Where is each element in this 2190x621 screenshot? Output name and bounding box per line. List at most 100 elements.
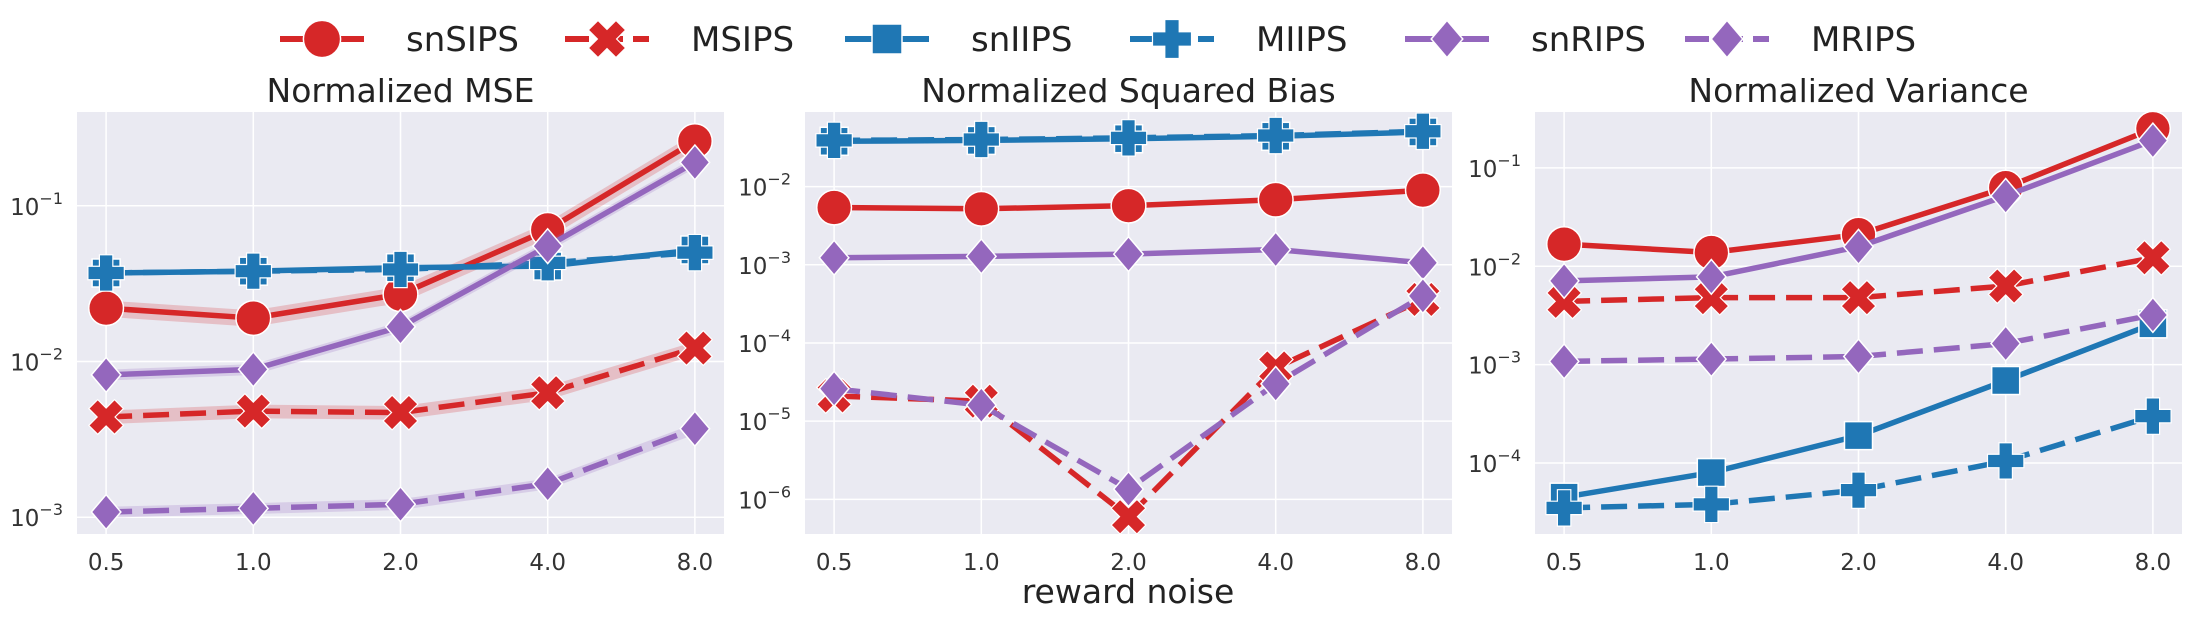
panel-title: Normalized Variance	[1688, 78, 2028, 110]
data-point	[529, 374, 566, 411]
data-point	[235, 299, 272, 337]
series-msips	[1545, 239, 2172, 320]
series-line	[1564, 312, 2154, 365]
x-tick-label: 2.0	[1840, 550, 1877, 576]
y-tick-label: 10−4	[1468, 446, 1521, 478]
data-point	[676, 233, 714, 272]
series-line	[834, 128, 1423, 144]
y-tick-label: 10−2	[1468, 249, 1521, 281]
series-snrips	[1548, 121, 2169, 300]
data-point	[1259, 230, 1292, 268]
data-point	[1112, 470, 1145, 508]
x-tick-label: 2.0	[382, 550, 419, 576]
legend-label-snrips: snRIPS	[1531, 20, 1646, 60]
series-snrips	[90, 143, 711, 394]
series-line	[106, 249, 696, 276]
data-point	[1695, 258, 1728, 296]
y-tick-label: 10−6	[738, 482, 791, 514]
data-point	[1840, 279, 1877, 316]
data-point	[90, 493, 122, 531]
legend-marker-sniips	[871, 23, 903, 55]
data-point	[1259, 365, 1292, 403]
data-point	[1548, 262, 1580, 300]
data-point	[2134, 397, 2172, 435]
data-point	[818, 370, 850, 408]
data-point	[818, 239, 850, 277]
legend-svg: snSIPS MSIPS snIIPS MIIPS snRIPS MRIPS	[280, 18, 1916, 60]
x-tick-label: 1.0	[963, 550, 1000, 576]
charts-svg: 0.5 1.0 2.0 4.0 8.0 10−3 10−2 10−1 Normalized MS…	[10, 71, 2182, 611]
series-line	[1564, 413, 2154, 511]
y-tick-label: 10−2	[738, 170, 791, 202]
legend-label-snsips: snSIPS	[406, 20, 519, 60]
data-point	[90, 356, 122, 394]
x-tick-label: 4.0	[1257, 550, 1294, 576]
y-tick-label: 10−3	[10, 500, 63, 532]
y-tick-label: 10−2	[10, 344, 63, 376]
legend-entry-mrips: MRIPS	[1685, 19, 1916, 60]
series-miips	[1545, 397, 2172, 527]
data-point	[1987, 267, 2024, 305]
series-snrips	[818, 230, 1439, 282]
legend-label-sniips: snIIPS	[971, 20, 1072, 60]
x-tick-label: 0.5	[816, 550, 853, 576]
x-axis-label: reward noise	[1022, 572, 1235, 611]
data-point	[1842, 337, 1875, 376]
series-snsips	[816, 172, 1441, 227]
legend-marker-mrips	[1710, 19, 1744, 59]
data-point	[1112, 235, 1145, 273]
data-point	[1109, 119, 1148, 157]
data-point	[1695, 340, 1728, 378]
data-point	[384, 308, 417, 346]
data-point	[2134, 239, 2172, 276]
x-tick-label: 4.0	[529, 550, 566, 576]
data-point	[962, 120, 1001, 159]
data-point	[963, 190, 1000, 227]
legend-marker-snrips	[1430, 19, 1464, 59]
data-point	[384, 485, 417, 523]
series-line	[106, 345, 696, 420]
data-point	[679, 143, 711, 181]
chart-panel-1: 0.5 1.0 2.0 4.0 8.0 10−3 10−2 10−1 Normalized MS…	[10, 71, 724, 576]
data-point	[1986, 442, 2025, 480]
data-point	[1404, 112, 1442, 151]
data-point	[965, 386, 998, 424]
series-line	[1564, 255, 2154, 305]
data-point	[1546, 226, 1583, 263]
chart-panels: 0.5 1.0 2.0 4.0 8.0 10−3 10−2 10−1 Normalized MS…	[0, 71, 2190, 617]
series-miips	[815, 112, 1442, 160]
data-point	[88, 290, 125, 327]
legend-marker-miips	[1151, 18, 1193, 60]
data-point	[1256, 116, 1295, 155]
data-point	[1843, 420, 1874, 451]
x-tick-label: 8.0	[677, 550, 714, 576]
data-point	[235, 392, 272, 430]
data-point	[234, 252, 273, 290]
data-point	[1548, 342, 1580, 380]
data-point	[816, 189, 853, 226]
data-point	[531, 465, 564, 503]
data-point	[1110, 187, 1147, 224]
data-point	[1110, 498, 1147, 535]
panel-title: Normalized MSE	[267, 78, 535, 110]
data-point	[965, 237, 998, 275]
x-tick-label: 8.0	[2135, 550, 2172, 576]
x-tick-label: 1.0	[235, 550, 272, 576]
data-point	[531, 227, 564, 265]
legend-entry-miips: MIIPS	[1130, 18, 1347, 60]
data-point	[1990, 365, 2021, 396]
panel-title: Normalized Squared Bias	[921, 78, 1335, 110]
data-point	[1257, 181, 1294, 218]
x-tick-label: 2.0	[1110, 550, 1147, 576]
data-point	[1692, 485, 1731, 524]
x-tick-label: 1.0	[1693, 550, 1730, 576]
data-point	[1989, 177, 2022, 215]
y-tick-label: 10−3	[738, 248, 791, 280]
legend-entry-msips: MSIPS	[565, 19, 794, 60]
series-mrips	[1548, 296, 2169, 380]
y-tick-label: 10−4	[738, 326, 791, 358]
data-point	[1404, 172, 1441, 209]
series-line	[106, 426, 696, 515]
y-tick-label: 10−5	[738, 404, 791, 436]
chart-legend: snSIPS MSIPS snIIPS MIIPS snRIPS MRIPS	[0, 0, 2190, 78]
